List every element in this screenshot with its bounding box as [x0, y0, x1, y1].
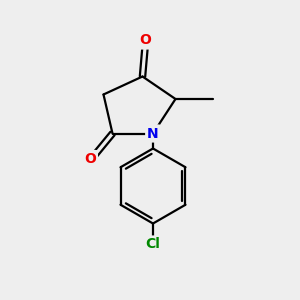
Text: O: O: [84, 152, 96, 166]
Text: Cl: Cl: [146, 238, 160, 251]
Text: N: N: [147, 127, 159, 140]
Text: O: O: [140, 34, 152, 47]
